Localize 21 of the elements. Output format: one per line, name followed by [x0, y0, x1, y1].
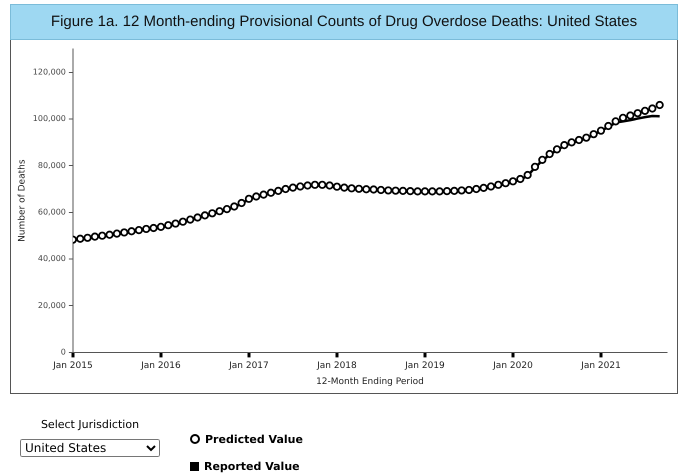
legend-label: Predicted Value — [205, 432, 303, 446]
x-tick-label: Jan 2018 — [316, 361, 358, 372]
y-tick-label: 80,000 — [38, 160, 66, 170]
jurisdiction-dropdown: United States — [20, 439, 160, 457]
y-tick-label: 120,000 — [32, 67, 66, 76]
y-tick-label: 60,000 — [38, 207, 66, 216]
legend-label: Reported Value — [204, 460, 300, 472]
y-tick-label: 40,000 — [38, 254, 66, 264]
y-axis-title: Number of Deaths — [18, 159, 28, 242]
x-tick-label: Jan 2020 — [492, 361, 534, 372]
x-tick-label: Jan 2021 — [580, 361, 621, 372]
y-tick-label: 20,000 — [38, 300, 66, 310]
x-tick-label: Jan 2015 — [52, 361, 93, 372]
x-tick-label: Jan 2019 — [404, 361, 446, 372]
chart-title: Figure 1a. 12 Month-ending Provisional Counts of Drug Overdose Deaths: United States — [10, 4, 678, 40]
x-tick-label: Jan 2017 — [228, 361, 269, 372]
x-tick-label: Jan 2016 — [140, 361, 181, 372]
x-axis-title: 12-Month Ending Period — [316, 376, 424, 387]
y-tick-label: 100,000 — [32, 114, 66, 124]
y-tick-label: 0 — [60, 347, 66, 356]
text: Select Jurisdiction — [40, 418, 140, 431]
